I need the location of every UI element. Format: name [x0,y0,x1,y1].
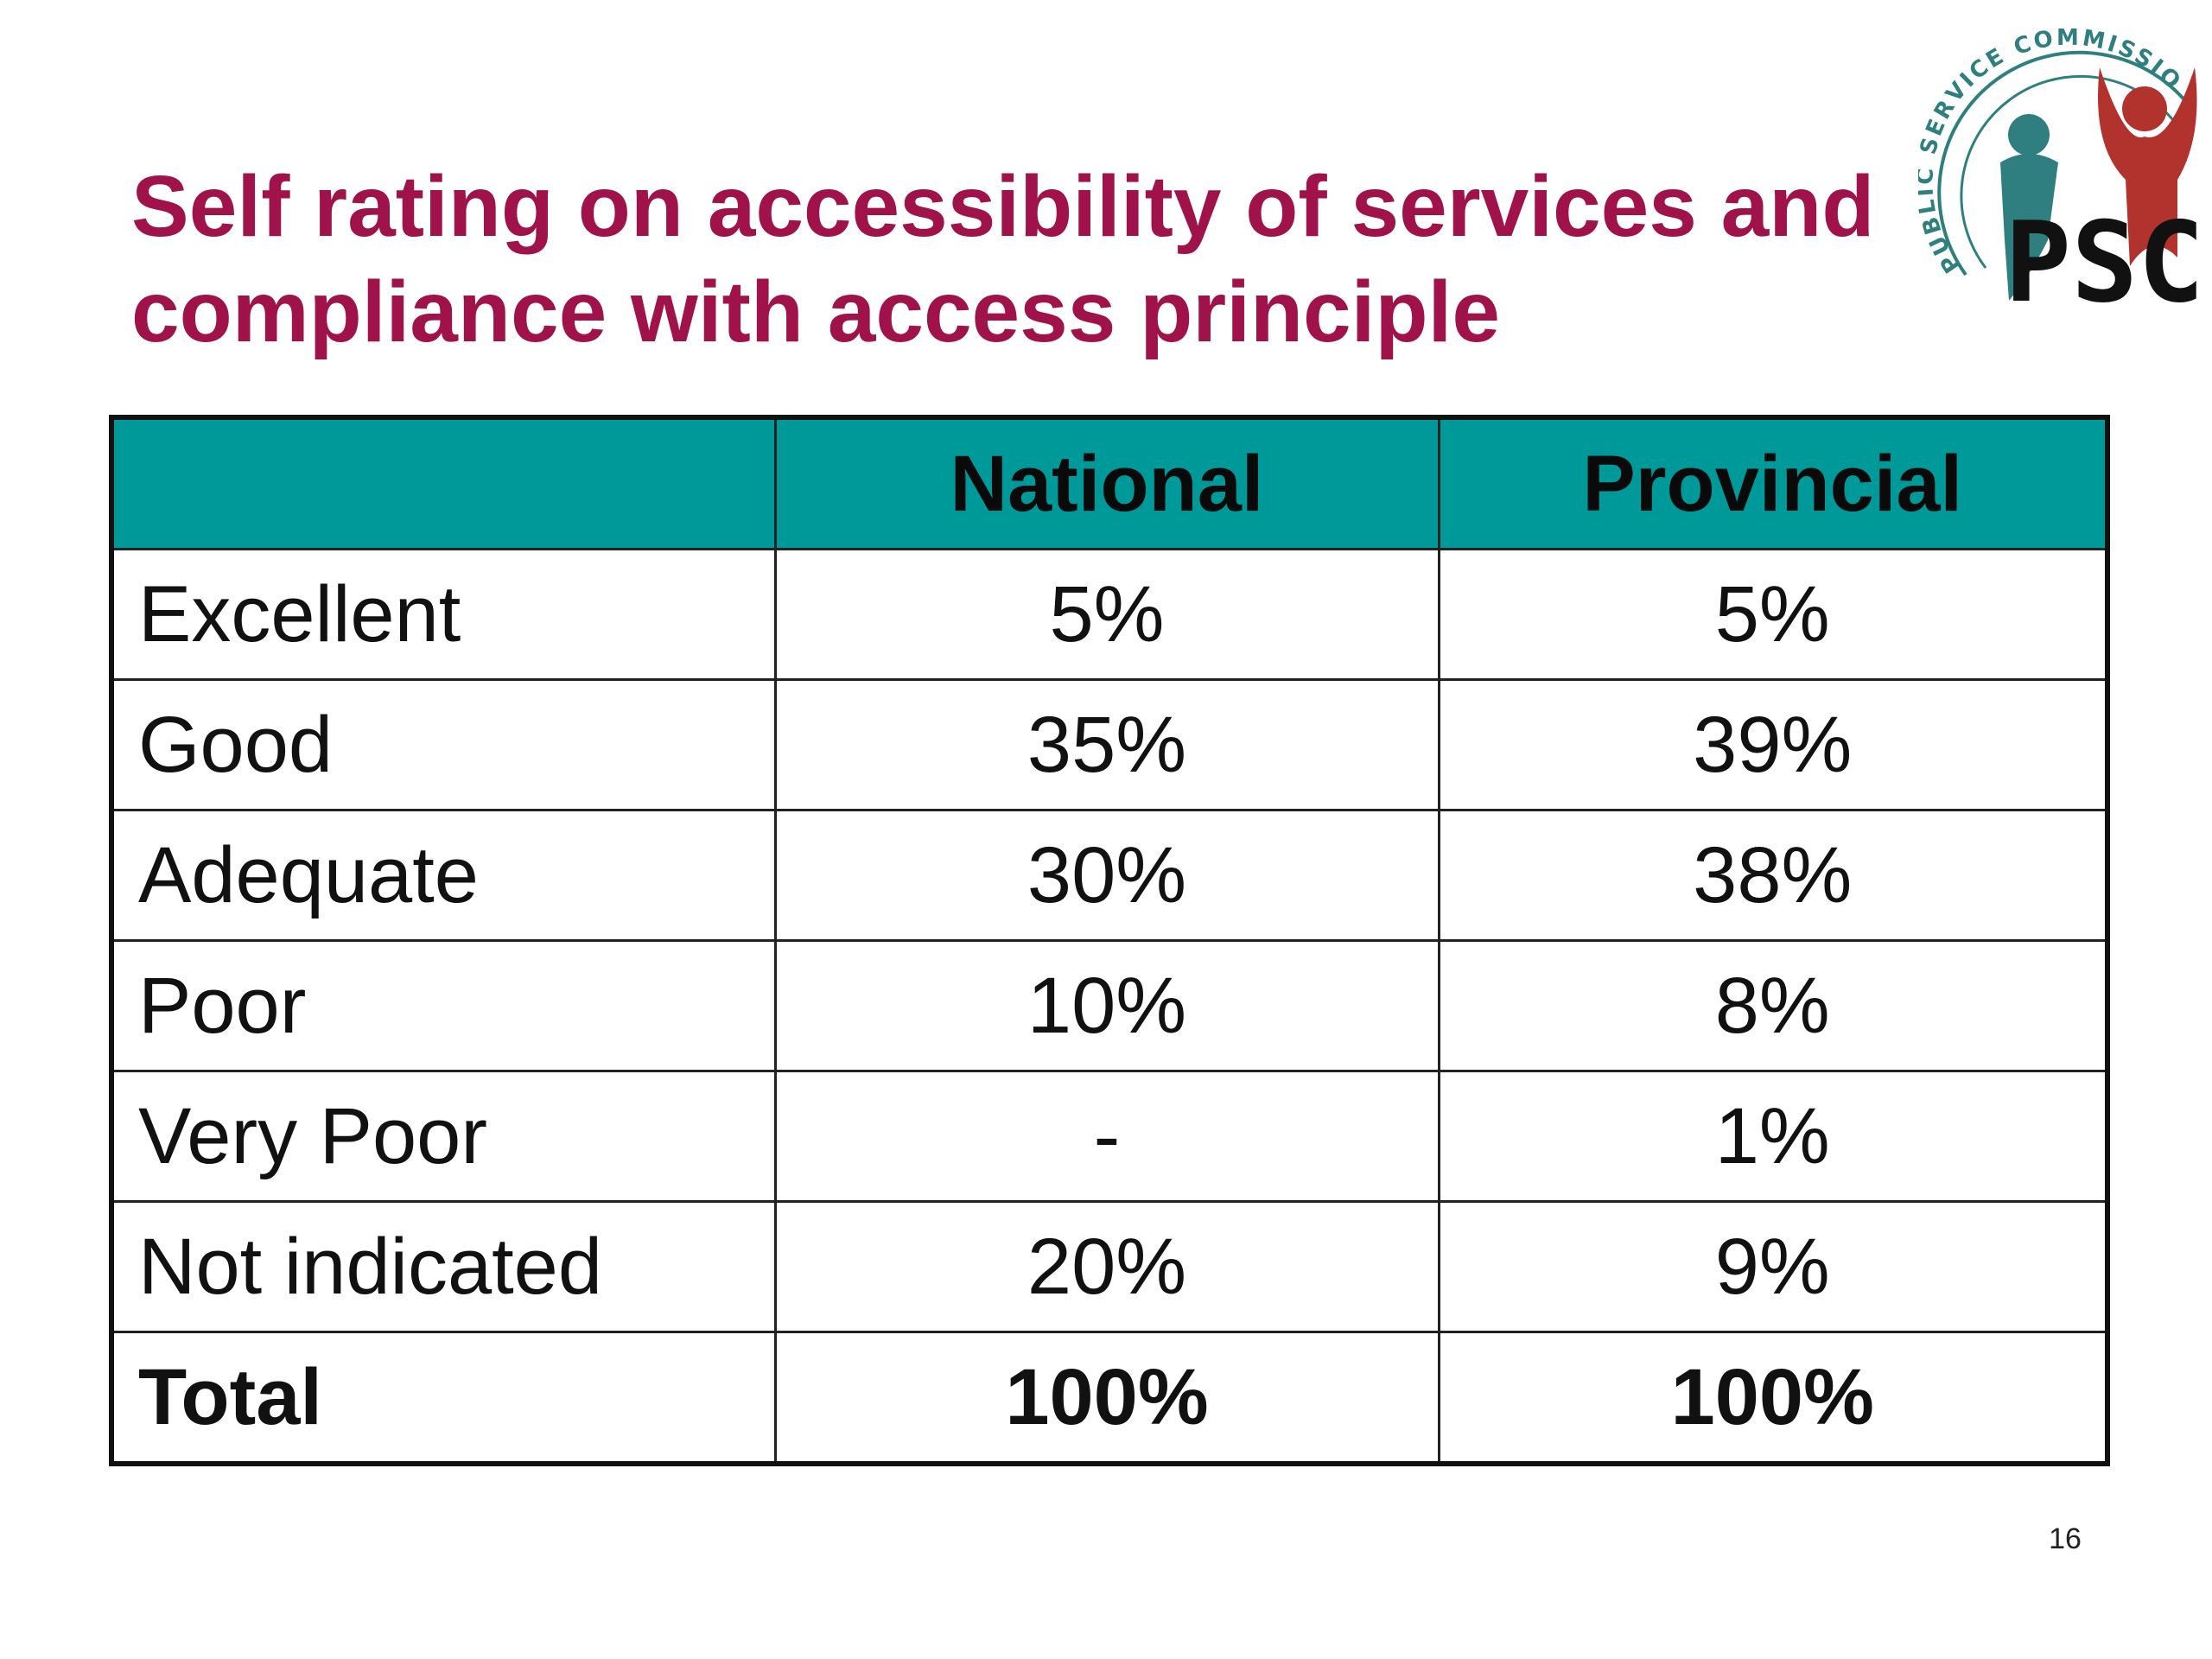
total-row: Total 100% 100% [110,1331,2109,1465]
row-label: Not indicated [110,1200,777,1333]
national-value: 10% [773,939,1440,1072]
national-value: 30% [773,809,1440,942]
row-label: Very Poor [110,1070,777,1203]
title-line-2: compliance with access principle [131,264,1500,360]
table-row: Excellent 5% 5% [110,548,2109,681]
total-label: Total [110,1331,777,1465]
provincial-value: 39% [1437,678,2109,811]
page-number: 16 [2049,1522,2082,1555]
provincial-value: 38% [1437,809,2109,942]
table-row: Poor 10% 8% [110,939,2109,1072]
title-line-1: Self rating on accessibility of services… [131,158,1875,255]
psc-logo-graphic: PUBLIC SERVICE COMMISSION PSC [1918,16,2204,327]
national-value: - [773,1070,1440,1203]
row-label: Poor [110,939,777,1072]
psc-logo: PUBLIC SERVICE COMMISSION PSC [1918,16,2212,344]
national-value: 35% [773,678,1440,811]
row-label: Excellent [110,548,777,681]
total-provincial: 100% [1437,1331,2109,1465]
row-label: Adequate [110,809,777,942]
slide-title: Self rating on accessibility of services… [131,154,1903,365]
provincial-value: 9% [1437,1200,2109,1333]
header-national: National [773,416,1440,550]
header-empty-cell [110,416,777,550]
provincial-value: 5% [1437,548,2109,681]
table-row: Good 35% 39% [110,678,2109,811]
national-value: 5% [773,548,1440,681]
table-row: Not indicated 20% 9% [110,1200,2109,1333]
table-header-row: National Provincial [110,416,2109,550]
ratings-table: National Provincial Excellent 5% 5% Good… [109,415,2110,1466]
row-label: Good [110,678,777,811]
provincial-value: 1% [1437,1070,2109,1203]
provincial-value: 8% [1437,939,2109,1072]
total-national: 100% [773,1331,1440,1465]
header-provincial: Provincial [1437,416,2109,550]
national-value: 20% [773,1200,1440,1333]
table-row: Adequate 30% 38% [110,809,2109,942]
logo-letters: PSC [2005,199,2204,327]
table-row: Very Poor - 1% [110,1070,2109,1203]
